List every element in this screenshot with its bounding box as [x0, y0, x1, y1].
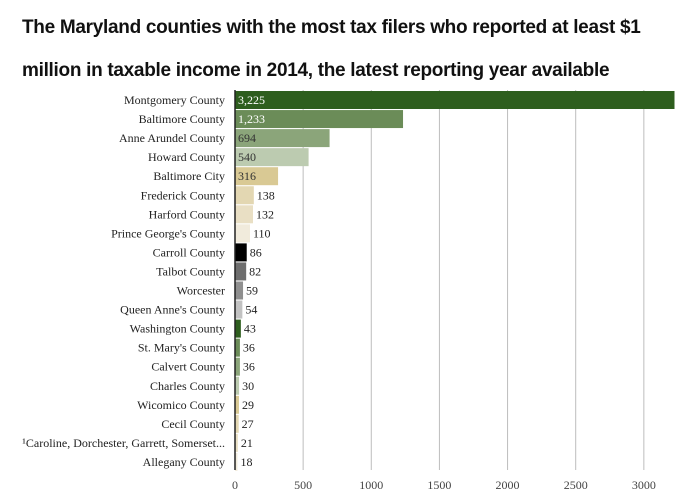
x-tick-label: 1500	[427, 478, 451, 492]
value-label: 36	[243, 341, 255, 355]
x-tick-label: 0	[232, 478, 238, 492]
category-label: ¹Caroline, Dorchester, Garrett, Somerset…	[22, 436, 225, 450]
bar	[235, 243, 247, 262]
value-label: 59	[246, 284, 258, 298]
value-label: 30	[242, 379, 254, 393]
bar	[235, 148, 309, 167]
category-label: Harford County	[149, 207, 225, 221]
category-label: Baltimore City	[153, 169, 225, 183]
value-label: 54	[245, 303, 257, 317]
category-label: Queen Anne's County	[120, 303, 225, 317]
bar	[235, 167, 279, 186]
category-label: Worcester	[177, 284, 225, 298]
bar	[235, 129, 330, 148]
value-label: 1,233	[238, 112, 265, 126]
value-label: 3,225	[238, 93, 265, 107]
category-label: Frederick County	[141, 188, 225, 202]
x-axis-ticks: 0 500 1000 1500 2000 2500 3000	[232, 478, 656, 492]
category-label: Baltimore County	[139, 112, 225, 126]
chart-title: The Maryland counties with the most tax …	[22, 17, 641, 81]
category-label: Talbot County	[156, 264, 225, 278]
category-label: Calvert County	[151, 360, 225, 374]
x-tick-label: 3000	[632, 478, 656, 492]
value-label: 27	[242, 417, 254, 431]
category-label: Allegany County	[143, 455, 225, 469]
bar	[235, 338, 240, 357]
category-labels: Montgomery County Baltimore County Anne Ar…	[22, 93, 225, 469]
category-label: Cecil County	[161, 417, 225, 431]
bar	[235, 357, 240, 376]
value-label: 82	[249, 264, 261, 278]
bar	[235, 319, 241, 338]
category-label: Washington County	[130, 322, 225, 336]
x-tick-label: 2000	[496, 478, 520, 492]
bar	[235, 224, 250, 243]
value-label: 540	[238, 150, 256, 164]
value-label: 132	[256, 207, 274, 221]
value-label: 36	[243, 360, 255, 374]
category-label: Charles County	[150, 379, 225, 393]
bar	[235, 205, 253, 224]
bar	[235, 376, 240, 395]
value-label: 29	[242, 398, 254, 412]
bar	[235, 300, 243, 319]
bar	[235, 186, 254, 205]
category-label: Carroll County	[153, 245, 225, 259]
category-label: Montgomery County	[124, 93, 225, 107]
value-label: 316	[238, 169, 256, 183]
bar	[235, 452, 238, 471]
value-label: 86	[250, 245, 262, 259]
x-tick-label: 2500	[564, 478, 588, 492]
category-label: Prince George's County	[111, 226, 225, 240]
bar	[235, 281, 244, 300]
bar	[235, 433, 238, 452]
bar	[235, 91, 675, 109]
bar	[235, 395, 239, 414]
value-label: 21	[241, 436, 253, 450]
category-label: Wicomico County	[137, 398, 225, 412]
value-label: 138	[257, 188, 275, 202]
value-label: 694	[238, 131, 256, 145]
category-label: St. Mary's County	[138, 341, 225, 355]
grid-lines	[302, 90, 645, 470]
category-label: Anne Arundel County	[119, 131, 225, 145]
x-tick-label: 1000	[359, 478, 383, 492]
category-label: Howard County	[148, 150, 225, 164]
bar	[235, 110, 404, 129]
x-tick-label: 500	[294, 478, 312, 492]
bars	[235, 91, 675, 471]
value-label: 110	[253, 226, 271, 240]
value-label: 18	[240, 455, 252, 469]
bar	[235, 262, 247, 281]
value-label: 43	[244, 322, 256, 336]
bar	[235, 414, 239, 433]
